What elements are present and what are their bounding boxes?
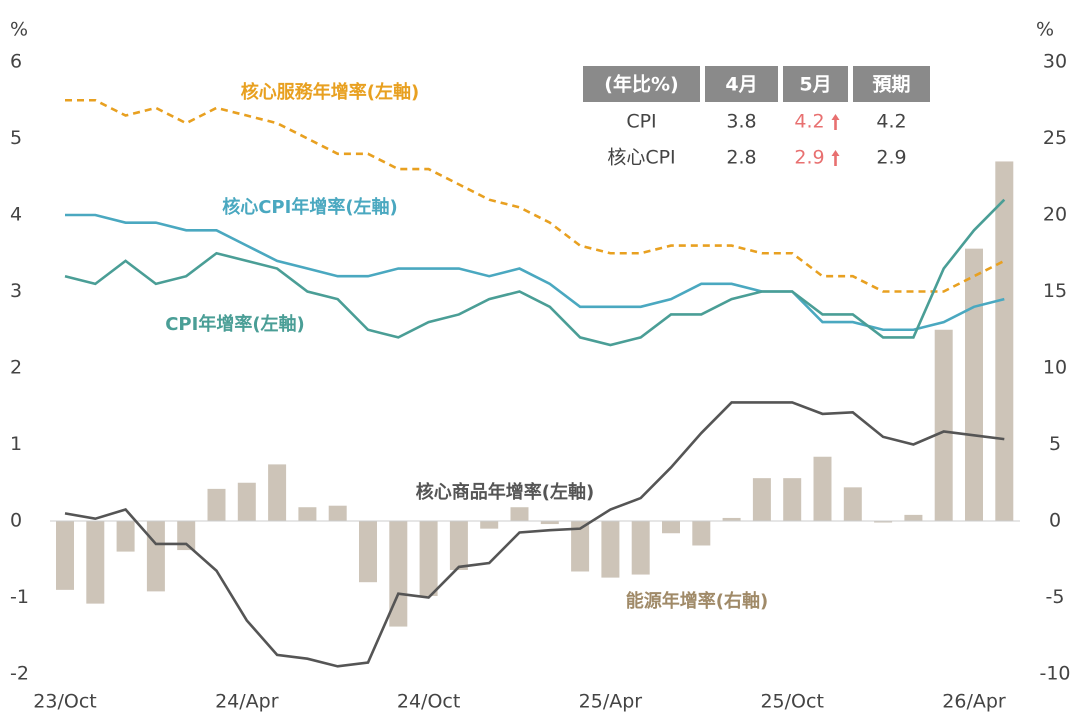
table-header-bg xyxy=(583,66,930,102)
bar xyxy=(722,517,741,521)
y-tick-label: 1 xyxy=(10,433,22,455)
up-arrow xyxy=(831,150,840,166)
bar xyxy=(601,521,620,578)
bar xyxy=(783,478,802,521)
y2-tick-label: 25 xyxy=(1043,127,1067,149)
bar xyxy=(116,521,135,552)
y2-tick-label: 30 xyxy=(1043,51,1067,73)
line xyxy=(65,98,1005,293)
bar xyxy=(419,521,438,596)
table-cell: 4.2 xyxy=(876,111,906,133)
table-sep xyxy=(700,66,705,102)
bar xyxy=(56,521,74,590)
x-tick-label: 25/Apr xyxy=(579,691,643,713)
y2-tick-label: 5 xyxy=(1049,433,1061,455)
y-axis-label: % xyxy=(10,19,28,41)
line xyxy=(64,198,1006,347)
bar xyxy=(571,521,590,572)
bar xyxy=(813,456,832,521)
line xyxy=(64,401,1005,668)
table-header: 預期 xyxy=(872,74,910,96)
x-tick-label: 26/Apr xyxy=(942,691,1006,713)
table-sep xyxy=(778,66,783,102)
y2-tick-label: 15 xyxy=(1043,280,1067,302)
table-cell: 2.8 xyxy=(726,147,756,169)
bar xyxy=(237,482,256,521)
series-label: 核心CPI年增率(左軸) xyxy=(222,196,398,218)
y-tick-label: 2 xyxy=(10,357,22,379)
x-tick-label: 25/Oct xyxy=(760,691,823,713)
table-cell: 3.8 xyxy=(726,111,756,133)
up-arrow xyxy=(831,114,840,130)
y-tick-label: -1 xyxy=(10,586,29,608)
y2-axis-label: % xyxy=(1036,19,1054,41)
table-cell: 2.9 xyxy=(794,147,824,169)
bar xyxy=(510,507,529,521)
bar xyxy=(692,521,711,546)
table-cell: CPI xyxy=(626,111,656,133)
y2-tick-label: -5 xyxy=(1046,586,1065,608)
table-cell: 4.2 xyxy=(794,111,824,133)
bar xyxy=(146,521,165,592)
bar xyxy=(207,488,226,521)
table-header: 4月 xyxy=(725,74,757,96)
bar xyxy=(995,161,1014,521)
table-header: (年比%) xyxy=(604,73,678,96)
bar xyxy=(631,521,650,575)
bar xyxy=(449,521,468,570)
y-tick-label: 6 xyxy=(10,51,22,73)
x-tick-label: 24/Oct xyxy=(397,691,460,713)
y-tick-label: 3 xyxy=(10,280,22,302)
y-tick-label: -2 xyxy=(10,663,29,685)
series-label: 核心商品年增率(左軸) xyxy=(416,481,594,503)
bar xyxy=(904,514,923,521)
series-label: 核心服務年增率(左軸) xyxy=(241,81,419,103)
y-tick-label: 4 xyxy=(10,204,22,226)
y2-tick-label: 10 xyxy=(1043,357,1067,379)
bar xyxy=(540,521,559,525)
y-tick-label: 5 xyxy=(10,127,22,149)
bar xyxy=(662,521,680,534)
series-label: 能源年增率(右軸) xyxy=(626,590,768,612)
bar xyxy=(874,521,893,523)
bar xyxy=(965,248,983,521)
bar xyxy=(934,329,953,521)
table-header: 5月 xyxy=(799,74,831,96)
y2-tick-label: 0 xyxy=(1049,510,1061,532)
bar xyxy=(177,521,196,551)
bar xyxy=(298,507,317,521)
table-sep xyxy=(848,66,853,102)
bar xyxy=(752,478,771,521)
bar xyxy=(328,505,347,521)
x-tick-label: 23/Oct xyxy=(33,691,96,713)
bar xyxy=(480,521,499,529)
y2-tick-label: 20 xyxy=(1043,204,1067,226)
bar xyxy=(268,464,287,521)
table-cell: 2.9 xyxy=(876,147,906,169)
y-tick-label: 0 xyxy=(10,510,22,532)
y2-tick-label: -10 xyxy=(1039,663,1070,685)
bar xyxy=(843,487,862,521)
bar xyxy=(389,521,408,627)
line xyxy=(65,213,1005,332)
table-cell: 核心CPI xyxy=(607,147,675,169)
bar xyxy=(359,521,377,583)
bar xyxy=(86,521,105,604)
x-tick-label: 24/Apr xyxy=(215,691,279,713)
series-label: CPI年增率(左軸) xyxy=(165,313,305,335)
